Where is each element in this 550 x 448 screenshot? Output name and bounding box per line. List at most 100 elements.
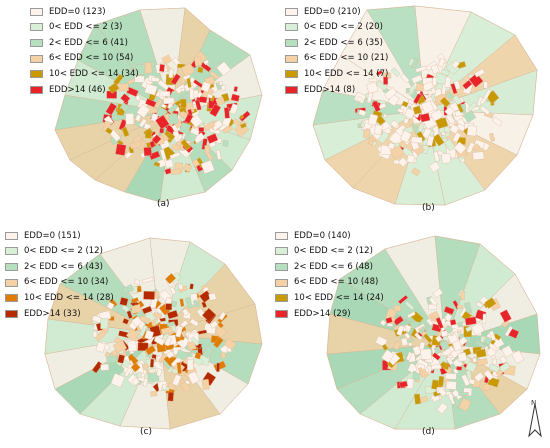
map-block — [461, 374, 471, 387]
map-block — [223, 337, 237, 351]
map-block — [200, 61, 212, 73]
map-block — [107, 82, 120, 94]
map-block — [381, 349, 395, 364]
map-block — [189, 114, 204, 128]
map-block — [441, 131, 447, 137]
map-panel-c: EDD=0 (151) 0< EDD <= 2 (12) 2< EDD <= 6… — [0, 224, 275, 448]
legend-label: 6< EDD <= 10 (54) — [49, 53, 134, 64]
legend-d: EDD=0 (140) 0< EDD <= 2 (12) 2< EDD <= 6… — [275, 228, 384, 322]
map-block — [366, 92, 374, 104]
map-block — [410, 57, 419, 69]
map-block — [474, 68, 486, 78]
map-block — [179, 77, 187, 85]
map-block — [456, 123, 466, 132]
map-block — [432, 287, 444, 299]
map-block — [166, 350, 175, 359]
map-block — [462, 79, 473, 90]
map-block — [155, 114, 170, 130]
map-block — [443, 306, 455, 315]
map-block — [213, 336, 224, 349]
map-block — [216, 362, 221, 372]
map-block — [218, 311, 227, 321]
map-block — [368, 78, 377, 83]
map-block — [449, 123, 460, 135]
map-block — [401, 100, 409, 108]
map-block — [456, 366, 463, 371]
map-block — [437, 375, 445, 387]
map-block — [161, 383, 167, 390]
map-block — [233, 86, 239, 92]
map-block — [405, 351, 413, 361]
map-block — [404, 332, 411, 340]
map-block — [209, 70, 220, 80]
legend-swatch — [275, 309, 288, 318]
map-block — [457, 321, 464, 328]
map-block — [467, 101, 478, 112]
map-block — [399, 130, 412, 143]
map-block — [142, 362, 150, 370]
map-block — [170, 168, 182, 175]
map-block — [117, 354, 126, 364]
map-block — [192, 132, 206, 144]
map-block — [150, 390, 158, 397]
map-block — [187, 358, 194, 371]
map-block — [151, 77, 160, 83]
map-block — [206, 93, 214, 99]
map-block — [201, 301, 208, 309]
map-block — [105, 127, 113, 135]
map-block — [164, 158, 174, 169]
map-block — [393, 305, 402, 312]
legend-label: 2< EDD <= 6 (48) — [294, 261, 373, 272]
map-block — [428, 296, 438, 307]
map-block — [432, 133, 445, 147]
map-block — [171, 374, 182, 387]
map-panel-b: EDD=0 (210) 0< EDD <= 2 (20) 2< EDD <= 6… — [275, 0, 550, 224]
map-block — [396, 108, 405, 114]
map-block — [435, 317, 444, 330]
map-block — [400, 337, 409, 347]
map-block — [166, 367, 174, 374]
legend-swatch — [275, 294, 288, 303]
map-block — [135, 95, 141, 102]
legend-item: 10< EDD <= 14 (28) — [5, 290, 114, 306]
map-block — [440, 68, 450, 77]
map-block — [362, 128, 371, 139]
map-block — [444, 324, 454, 334]
legend-item: EDD>14 (33) — [5, 306, 114, 322]
map-block — [190, 336, 200, 347]
map-block — [230, 93, 240, 102]
legend-item: EDD=0 (140) — [275, 228, 384, 244]
legend-label: 6< EDD <= 10 (34) — [24, 277, 109, 288]
map-block — [239, 122, 247, 129]
map-block — [203, 59, 210, 66]
map-block — [389, 144, 405, 160]
map-block — [159, 64, 165, 72]
map-block — [465, 360, 478, 373]
map-block — [499, 355, 508, 365]
map-block — [121, 284, 134, 295]
map-block — [145, 98, 157, 108]
map-block — [176, 133, 184, 141]
map-block — [445, 372, 457, 380]
map-block — [170, 73, 181, 86]
map-block — [215, 149, 222, 161]
map-block — [164, 336, 173, 347]
map-block — [486, 347, 497, 358]
legend-label: EDD>14 (8) — [304, 84, 356, 95]
legend-swatch — [285, 38, 298, 47]
map-block — [218, 124, 227, 132]
map-block — [471, 357, 478, 363]
legend-label: 2< EDD <= 6 (35) — [304, 37, 383, 48]
map-block — [443, 138, 456, 152]
legend-item: 6< EDD <= 10 (54) — [30, 51, 139, 67]
map-block — [464, 316, 477, 326]
map-block — [432, 77, 438, 86]
map-block — [138, 118, 147, 128]
map-block — [483, 369, 495, 381]
map-block — [164, 273, 177, 285]
choropleth-map-d — [326, 235, 541, 430]
map-block — [403, 118, 409, 124]
map-block — [104, 351, 111, 358]
map-block — [152, 311, 163, 320]
map-block — [441, 153, 451, 164]
